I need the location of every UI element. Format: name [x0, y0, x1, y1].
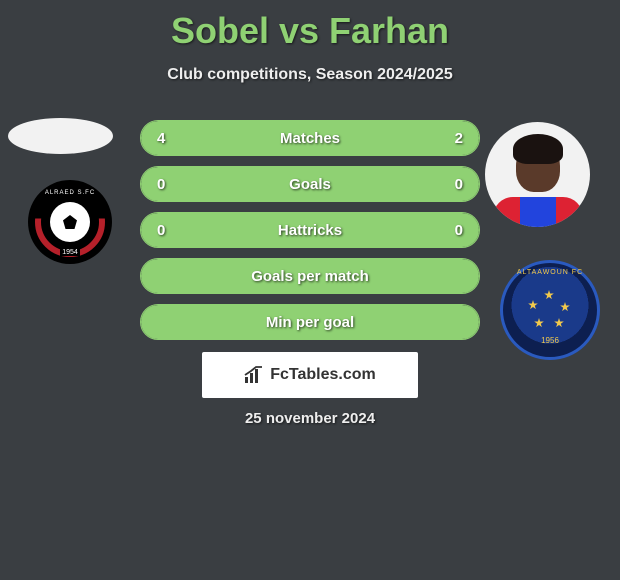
stat-label: Goals	[289, 176, 331, 193]
stat-label: Hattricks	[278, 222, 342, 239]
date-text: 25 november 2024	[245, 410, 375, 427]
stat-row: 4 Matches 2	[140, 120, 480, 156]
subtitle: Club competitions, Season 2024/2025	[0, 66, 620, 84]
brand-text: FcTables.com	[270, 366, 376, 384]
stat-left-value: 4	[157, 130, 165, 147]
stat-row: 0 Hattricks 0	[140, 212, 480, 248]
page-title: Sobel vs Farhan	[0, 0, 620, 52]
club-left-label: ALRAED S.FC	[45, 190, 95, 196]
stat-row: Min per goal	[140, 304, 480, 340]
brand-box: FcTables.com	[202, 352, 418, 398]
club-left-year: 1954	[60, 249, 80, 256]
stat-left-value: 0	[157, 176, 165, 193]
club-right-year: 1956	[541, 336, 559, 345]
stat-right-value: 0	[455, 176, 463, 193]
chart-icon	[244, 366, 264, 384]
stat-right-value: 2	[455, 130, 463, 147]
stat-left-value: 0	[157, 222, 165, 239]
stat-label: Goals per match	[251, 268, 369, 285]
stat-row: Goals per match	[140, 258, 480, 294]
club-right-label: ALTAAWOUN FC	[517, 269, 583, 276]
player-right-avatar	[485, 122, 590, 227]
stat-right-value: 0	[455, 222, 463, 239]
stat-label: Matches	[280, 130, 340, 147]
stat-label: Min per goal	[266, 314, 354, 331]
player-left-avatar	[8, 118, 113, 154]
club-left-badge: ALRAED S.FC 1954	[28, 180, 112, 264]
stats-table: 4 Matches 2 0 Goals 0 0 Hattricks 0 Goals per mat…	[140, 120, 480, 350]
club-right-badge: ALTAAWOUN FC 1956	[500, 260, 600, 360]
stat-row: 0 Goals 0	[140, 166, 480, 202]
